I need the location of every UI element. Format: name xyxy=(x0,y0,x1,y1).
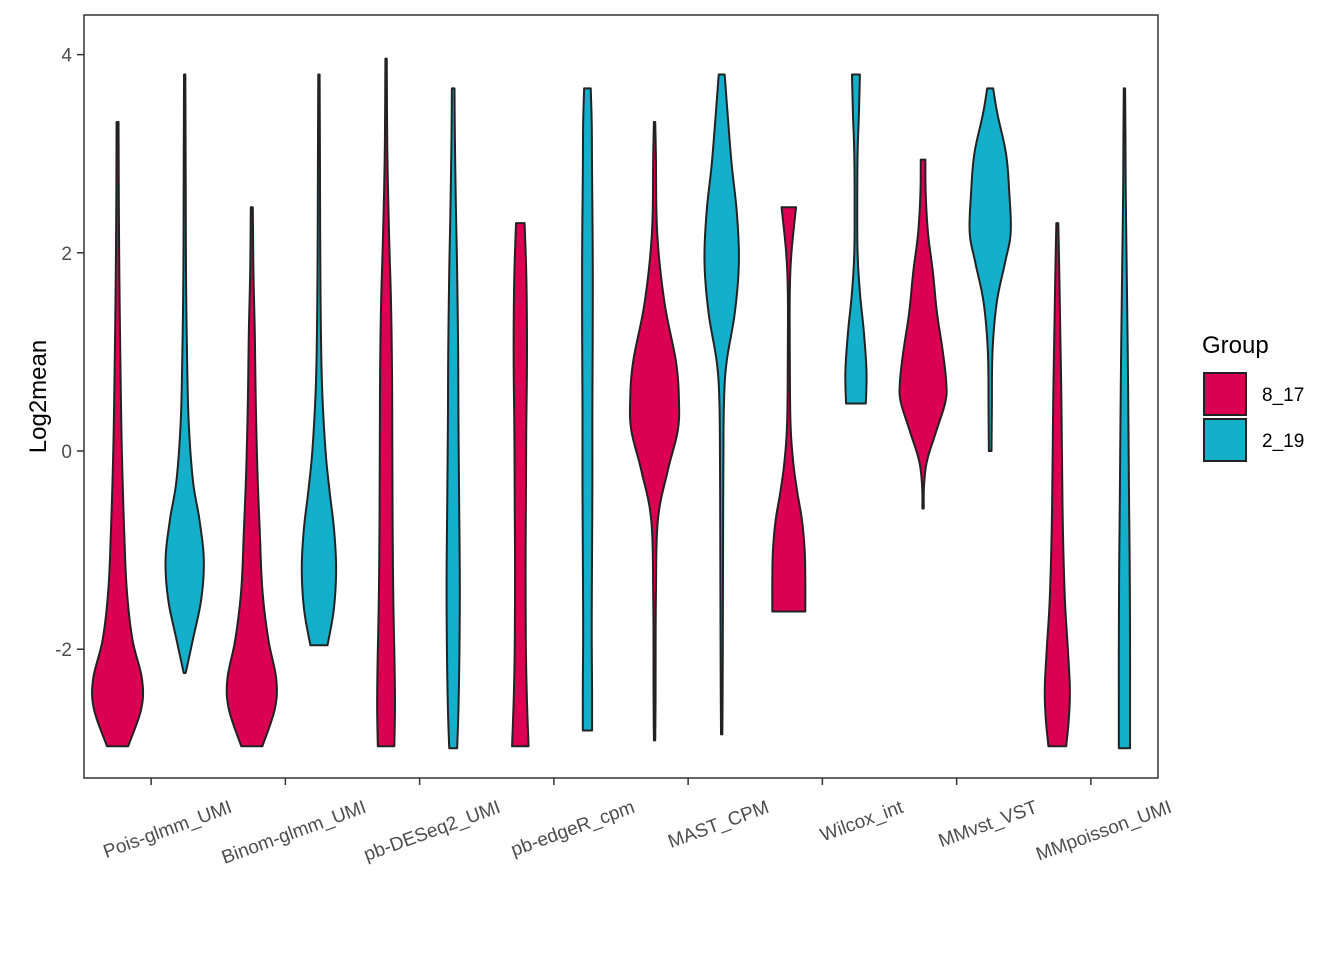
violin-2-19-mmpoisson-umi xyxy=(1117,87,1132,750)
violin-8-17-mmpoisson-umi xyxy=(1043,222,1071,748)
y-tick-label: 4 xyxy=(61,46,72,67)
violin-2-19-wilcox-int xyxy=(844,73,868,405)
violins-layer xyxy=(91,57,1132,750)
violin-2-19-pb-deseq2-umi xyxy=(445,87,461,750)
violin-8-17-binom-glmm-umi xyxy=(225,206,278,748)
violin-2-19-pb-edger-cpm xyxy=(581,87,594,732)
y-tick-label: -2 xyxy=(55,640,72,661)
legend-swatch xyxy=(1203,418,1247,462)
y-axis-title: Log2mean xyxy=(25,340,52,453)
panel-border xyxy=(83,14,1159,779)
legend-label: 8_17 xyxy=(1262,385,1304,406)
violin-8-17-pb-deseq2-umi xyxy=(376,57,396,748)
violin-2-19-pois-glmm-umi xyxy=(164,73,205,674)
violin-8-17-mmvst-vst xyxy=(898,158,948,510)
legend-title: Group xyxy=(1202,332,1269,359)
legend-label: 2_19 xyxy=(1262,431,1304,452)
violin-8-17-pois-glmm-umi xyxy=(91,121,145,748)
violin-8-17-wilcox-int xyxy=(771,206,807,613)
y-axis: -2 0 2 4 xyxy=(55,46,84,661)
y-tick-label: 2 xyxy=(61,244,72,265)
violin-2-19-mast-cpm xyxy=(703,73,740,736)
y-tick-label: 0 xyxy=(61,442,72,463)
legend: Group 8_17 2_19 xyxy=(1202,332,1304,462)
violin-2-19-binom-glmm-umi xyxy=(300,73,338,647)
violin-8-17-pb-edger-cpm xyxy=(511,222,530,748)
violin-2-19-mmvst-vst xyxy=(968,87,1012,452)
violin-8-17-mast-cpm xyxy=(628,121,681,742)
legend-swatch xyxy=(1203,372,1247,416)
